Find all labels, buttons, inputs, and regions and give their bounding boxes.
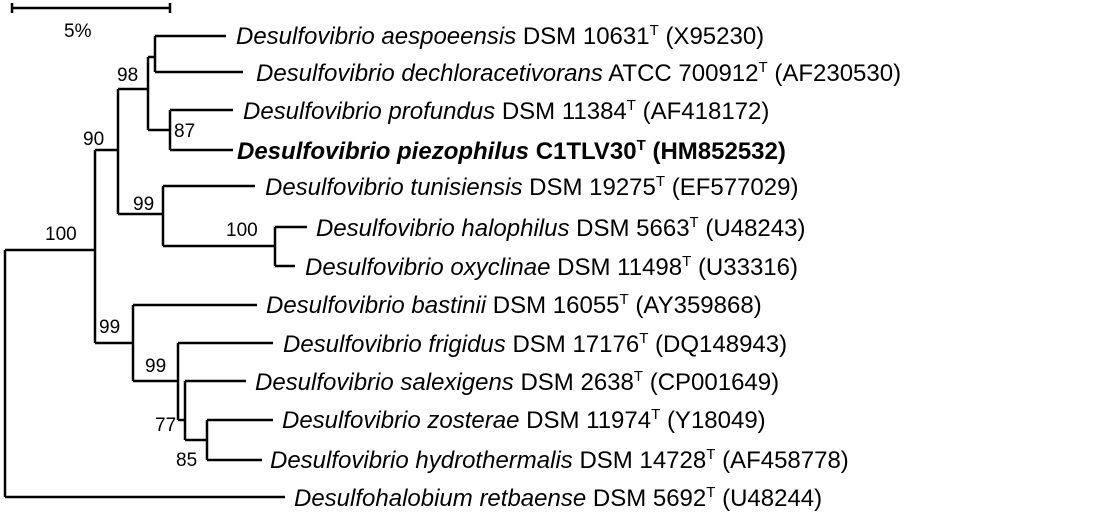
taxon-accession: (HM852532) [652,138,785,165]
taxon-accession: (CP001649) [650,369,779,396]
taxon-label: Desulfovibrio halophilus DSM 5663T (U482… [316,214,805,242]
bootstrap-77: 77 [155,415,176,436]
type-strain-mark: T [620,291,629,308]
taxon-strain: DSM 10631 [523,23,650,50]
taxon-label: Desulfovibrio aespoeensis DSM 10631T (X9… [236,22,764,50]
bootstrap-87: 87 [174,121,195,142]
bootstrap-99-lower: 99 [99,317,120,338]
scale-bar-label: 5% [64,21,92,42]
taxon-label: Desulfovibrio salexigens DSM 2638T (CP00… [255,368,779,396]
bootstrap-values: 98 87 90 99 100 100 99 99 77 85 [45,65,258,471]
taxon-name: Desulfovibrio tunisiensis [265,174,522,201]
type-strain-mark: T [637,137,646,154]
taxon-name: Desulfovibrio salexigens [255,369,514,396]
bootstrap-98: 98 [117,65,138,86]
taxon-name: Desulfovibrio aespoeensis [236,23,516,50]
tree-branches [3,34,307,499]
taxon-strain: ATCC 700912 [608,60,758,87]
taxon-accession: (DQ148943) [655,331,787,358]
taxon-name: Desulfovibrio hydrothermalis [270,447,573,474]
taxon-accession: (Y18049) [667,407,766,434]
taxon-label: Desulfovibrio hydrothermalis DSM 14728T … [270,446,849,474]
taxon-label: Desulfohalobium retbaense DSM 5692T (U48… [294,484,822,512]
taxon-labels: Desulfovibrio aespoeensis DSM 10631T (X9… [236,22,901,512]
taxon-name: Desulfovibrio bastinii [266,292,487,319]
taxon-name: Desulfovibrio zosterae [282,407,519,434]
taxon-accession: (AF230530) [774,60,901,87]
taxon-strain: DSM 16055 [493,292,620,319]
taxon-accession: (AY359868) [635,292,761,319]
bootstrap-90: 90 [83,129,104,150]
taxon-name: Desulfovibrio dechloracetivorans [256,60,603,87]
taxon-label: Desulfovibrio bastinii DSM 16055T (AY359… [266,291,762,319]
type-strain-mark: T [627,97,636,114]
taxon-strain: DSM 11974 [526,407,651,434]
type-strain-mark: T [706,484,715,501]
type-strain-mark: T [651,406,660,423]
bootstrap-100-root: 100 [45,224,77,245]
taxon-label-highlighted: Desulfovibrio piezophilus C1TLV30T (HM85… [237,137,786,165]
taxon-accession: (U33316) [698,254,798,281]
taxon-strain: C1TLV30 [536,138,637,165]
taxon-accession: (X95230) [665,23,764,50]
taxon-accession: (AF458778) [722,447,849,474]
type-strain-mark: T [759,59,768,76]
type-strain-mark: T [706,446,715,463]
taxon-label: Desulfovibrio dechloracetivorans ATCC 70… [256,59,901,87]
taxon-name: Desulfohalobium retbaense [294,485,586,512]
bootstrap-99-tunisiensis: 99 [133,194,154,215]
taxon-name: Desulfovibrio oxyclinae [305,254,550,281]
scale-bar: 5% [10,3,172,42]
taxon-name: Desulfovibrio halophilus [316,215,569,242]
taxon-strain: DSM 17176 [512,331,639,358]
bootstrap-99-frigidus: 99 [145,356,166,377]
taxon-label: Desulfovibrio profundus DSM 11384T (AF41… [243,97,769,125]
taxon-strain: DSM 2638 [520,369,633,396]
type-strain-mark: T [656,173,665,190]
taxon-name: Desulfovibrio frigidus [283,331,506,358]
taxon-strain: DSM 14728 [579,447,706,474]
taxon-accession: (AF418172) [643,98,770,125]
type-strain-mark: T [682,253,691,270]
taxon-name: Desulfovibrio piezophilus [237,138,529,165]
taxon-name: Desulfovibrio profundus [243,98,495,125]
type-strain-mark: T [650,22,659,39]
bootstrap-100-halophilus: 100 [226,220,258,241]
taxon-label: Desulfovibrio tunisiensis DSM 19275T (EF… [265,173,798,201]
type-strain-mark: T [634,368,643,385]
taxon-accession: (U48243) [705,215,805,242]
taxon-accession: (U48244) [722,485,822,512]
taxon-label: Desulfovibrio oxyclinae DSM 11498T (U333… [305,253,798,281]
taxon-label: Desulfovibrio frigidus DSM 17176T (DQ148… [283,330,787,358]
type-strain-mark: T [639,330,648,347]
bootstrap-85: 85 [176,450,197,471]
taxon-strain: DSM 11384 [502,98,627,125]
taxon-accession: (EF577029) [672,174,799,201]
taxon-strain: DSM 5692 [593,485,706,512]
taxon-label: Desulfovibrio zosterae DSM 11974T (Y1804… [282,406,766,434]
type-strain-mark: T [690,214,699,231]
taxon-strain: DSM 19275 [529,174,656,201]
taxon-strain: DSM 5663 [576,215,689,242]
taxon-strain: DSM 11498 [557,254,682,281]
